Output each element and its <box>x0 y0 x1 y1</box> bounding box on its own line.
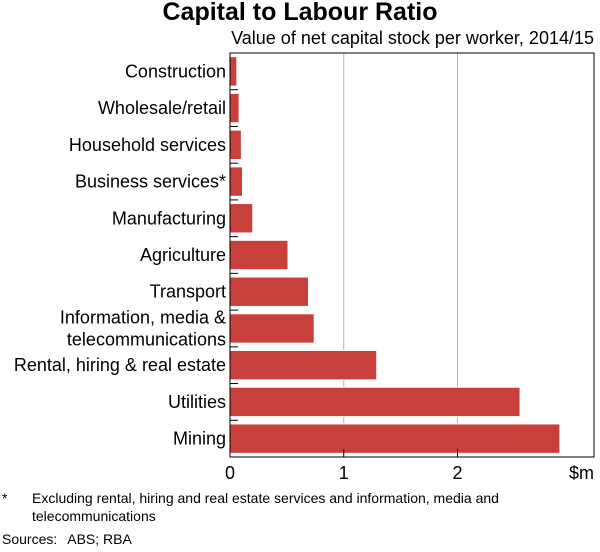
x-tick-label-0: 0 <box>225 463 235 483</box>
bar-0 <box>229 56 238 87</box>
category-label-10: Mining <box>173 429 226 449</box>
bar-10 <box>229 423 561 454</box>
x-unit-label: $m <box>569 463 594 483</box>
category-label-3: Business services* <box>75 172 226 192</box>
bar-7 <box>229 313 315 344</box>
bar-1 <box>229 92 240 124</box>
footnote-marker: * <box>2 490 8 506</box>
sources-label: Sources: <box>2 531 58 547</box>
bar-9 <box>229 386 521 418</box>
x-axis-labels: 0 1 2 $m <box>225 463 594 483</box>
bar-3 <box>229 166 244 197</box>
bar-5 <box>229 239 289 271</box>
category-label-7: Information, media & telecommunications <box>60 307 226 349</box>
bar-4 <box>229 203 254 234</box>
category-label-1: Wholesale/retail <box>98 98 226 118</box>
x-axis-ticks <box>343 449 458 457</box>
bar-6 <box>229 276 309 307</box>
category-label-6: Transport <box>150 282 226 302</box>
category-label-4: Manufacturing <box>112 208 226 228</box>
chart-title: Capital to Labour Ratio <box>162 0 438 26</box>
category-label-0: Construction <box>125 61 226 81</box>
bar-8 <box>229 349 378 381</box>
category-label-5: Agriculture <box>140 245 226 265</box>
sources-line: Sources: ABS; RBA <box>2 530 132 548</box>
category-label-9: Utilities <box>168 392 226 412</box>
plot-frame <box>229 52 595 458</box>
y-axis-labels: Construction Wholesale/retail Household se… <box>14 61 226 448</box>
category-label-8: Rental, hiring & real estate <box>14 355 226 375</box>
footnote-text: Excluding rental, hiring and real estate… <box>32 490 499 524</box>
category-label-2: Household services <box>69 135 226 155</box>
bar-2 <box>229 129 242 161</box>
x-tick-label-1: 1 <box>339 463 349 483</box>
x-tick-label-2: 2 <box>452 463 462 483</box>
y-axis-ticks <box>230 89 238 421</box>
sources-text: ABS; RBA <box>67 531 132 547</box>
chart-subtitle: Value of net capital stock per worker, 2… <box>231 28 594 48</box>
bars <box>229 56 561 454</box>
